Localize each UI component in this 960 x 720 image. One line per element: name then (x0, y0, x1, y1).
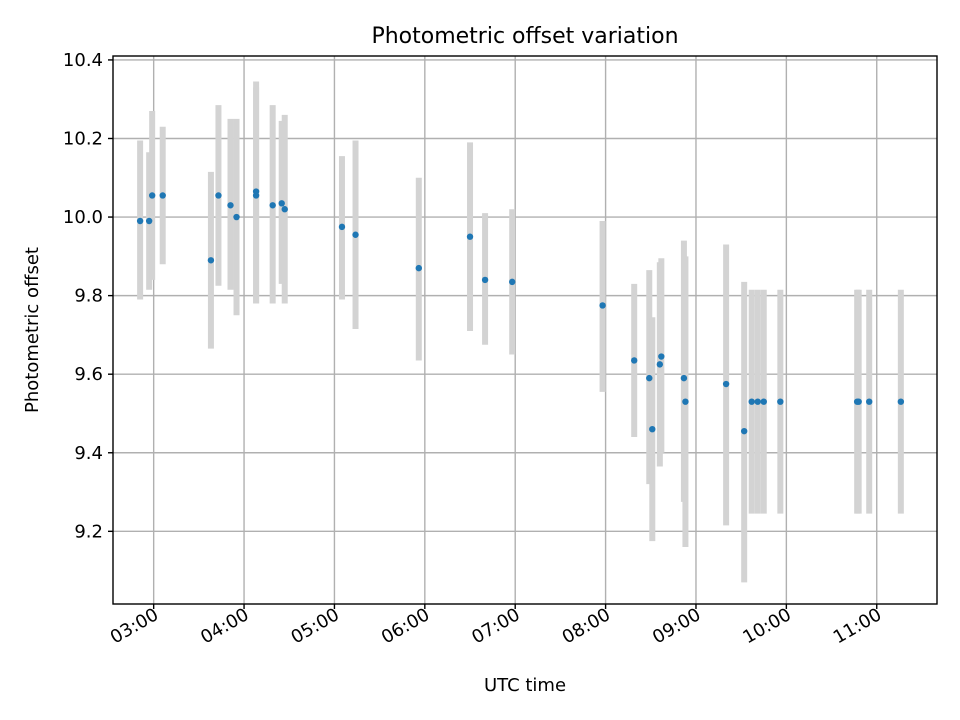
plot-frame (112, 55, 938, 605)
data-point (338, 223, 346, 231)
y-tick-label: 9.2 (74, 521, 103, 542)
data-point (740, 427, 748, 435)
data-point (777, 398, 784, 405)
data-point (215, 192, 222, 199)
data-point (281, 206, 288, 213)
data-point (682, 398, 689, 405)
data-point (897, 398, 905, 405)
data-point (207, 257, 215, 264)
y-axis-label: Photometric offset (22, 247, 43, 413)
data-point (508, 278, 516, 286)
data-point (646, 374, 653, 382)
x-axis-label: UTC time (484, 675, 566, 696)
data-point (656, 361, 664, 368)
data-point (680, 374, 688, 382)
data-point (481, 276, 489, 284)
data-point (722, 380, 730, 388)
data-point (631, 357, 638, 364)
data-point (136, 217, 144, 225)
data-point (658, 353, 665, 360)
grid-layer (113, 56, 937, 604)
y-tick-label: 10.4 (63, 50, 103, 71)
y-tick-label: 10.0 (63, 207, 103, 228)
data-point (233, 213, 240, 221)
y-tick-label: 10.2 (63, 128, 103, 149)
data-point (866, 398, 873, 405)
y-tick-label: 9.8 (74, 286, 103, 307)
data-point (145, 217, 153, 225)
data-point (754, 398, 761, 405)
y-tick-label: 9.4 (74, 443, 103, 464)
data-point (227, 202, 234, 209)
data-point (855, 398, 862, 405)
data-point (269, 202, 276, 209)
point-layer (136, 188, 905, 435)
data-point (466, 233, 474, 240)
data-point (148, 192, 156, 199)
data-point (159, 192, 166, 199)
chart-title: Photometric offset variation (371, 24, 678, 49)
y-tick-label: 9.6 (74, 364, 103, 385)
data-point (599, 302, 606, 309)
data-point (352, 231, 359, 238)
data-point (760, 398, 767, 405)
data-point (748, 398, 755, 405)
data-point (649, 425, 656, 433)
data-point (415, 264, 422, 272)
data-point (278, 200, 285, 207)
data-point (252, 192, 260, 199)
